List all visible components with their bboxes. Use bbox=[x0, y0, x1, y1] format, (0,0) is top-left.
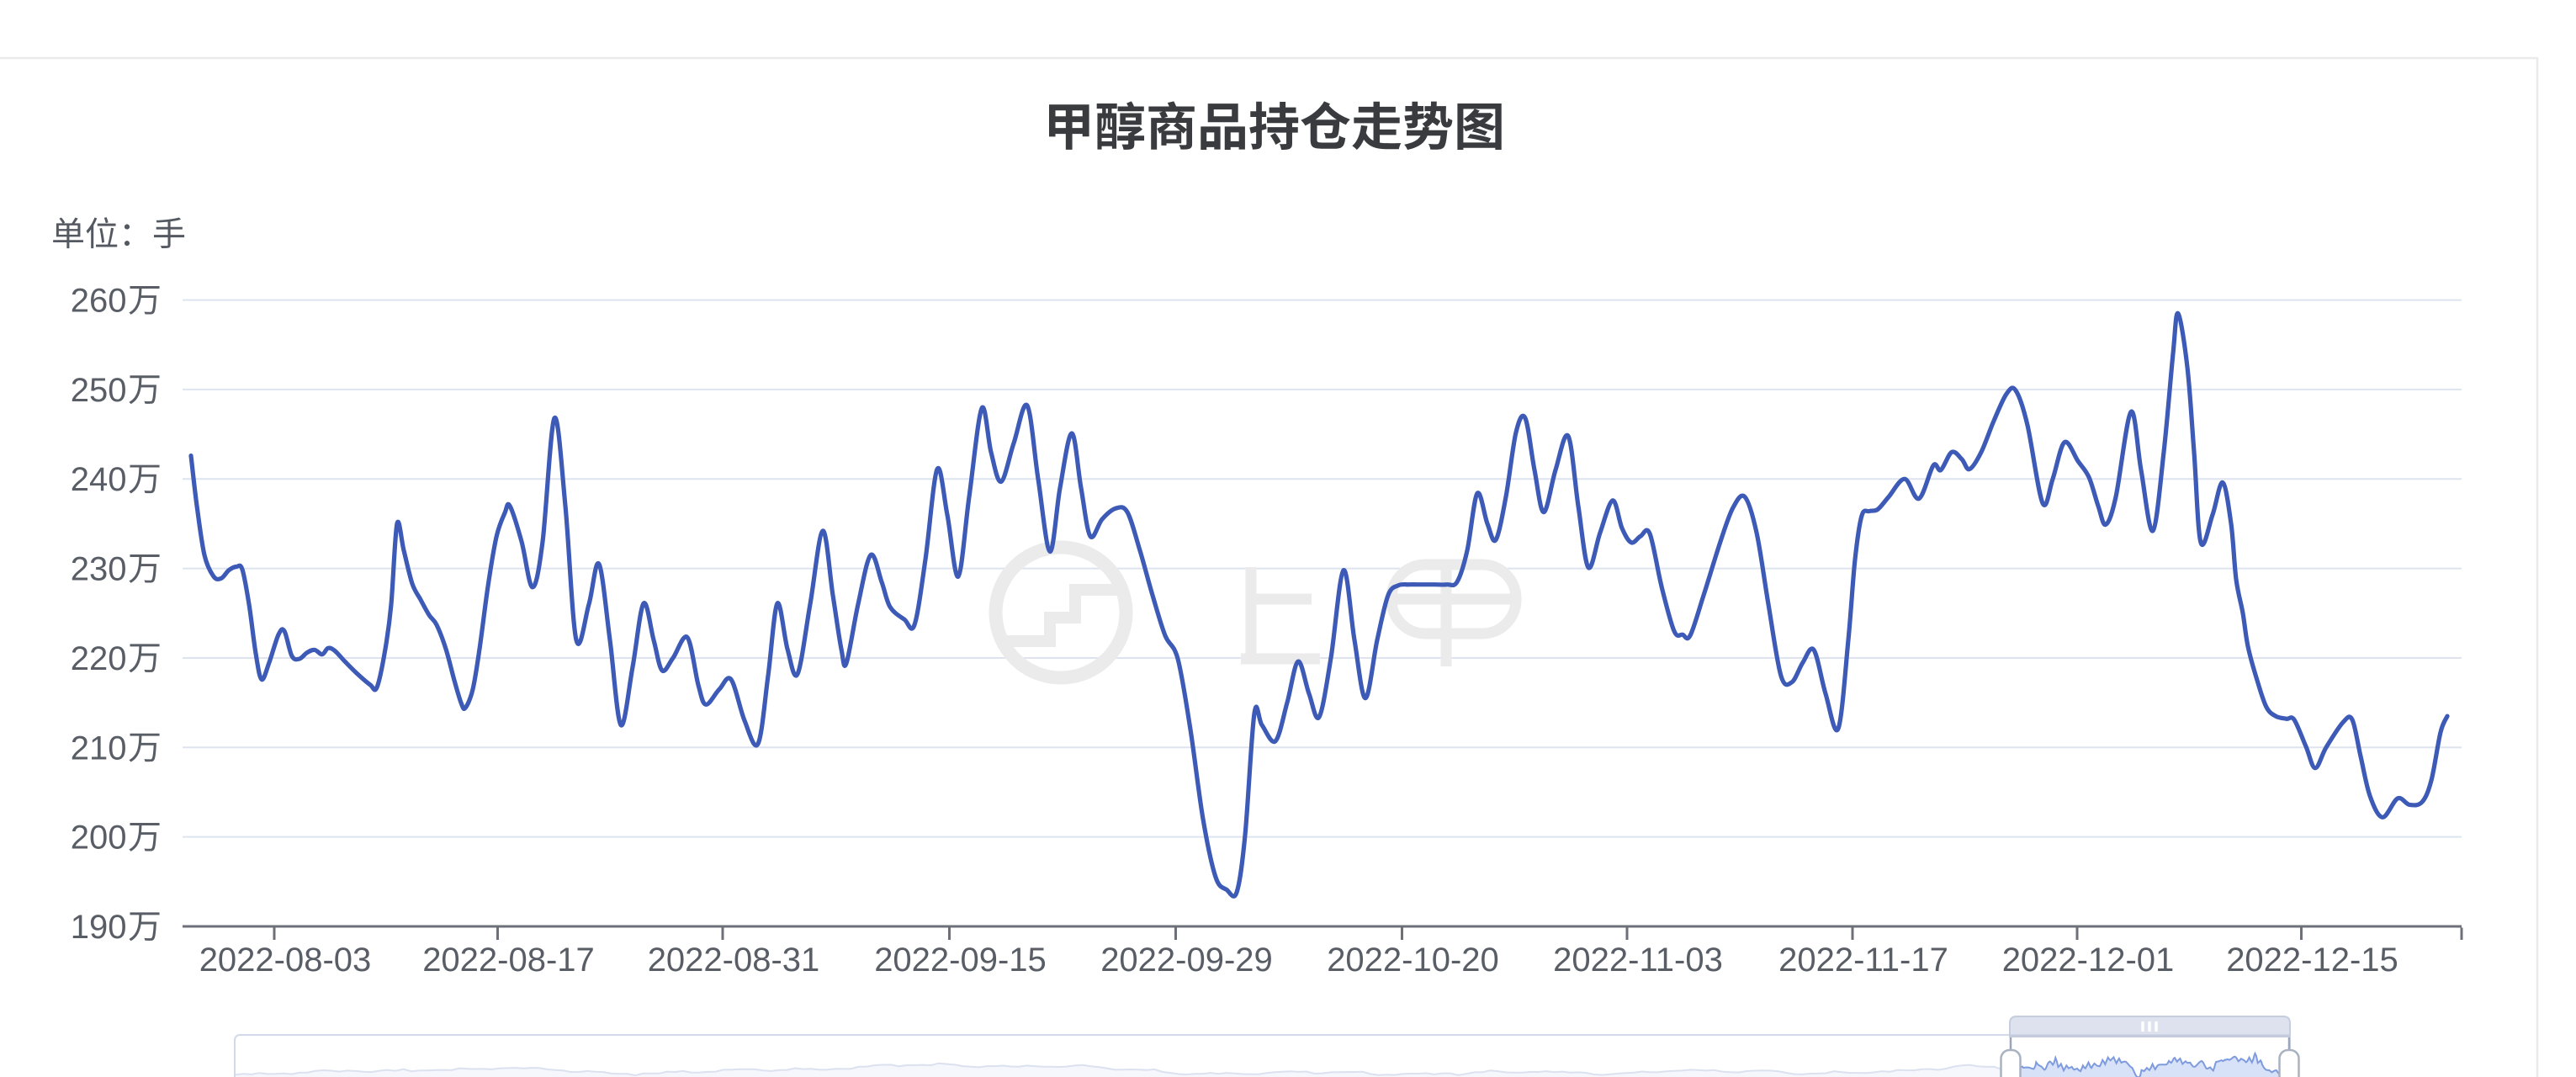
svg-text:250: 250 bbox=[71, 372, 127, 409]
svg-text:2022-08-03: 2022-08-03 bbox=[199, 942, 372, 979]
svg-text:2022-08-17: 2022-08-17 bbox=[422, 942, 595, 979]
svg-text:230: 230 bbox=[71, 551, 127, 588]
svg-text:2022-09-15: 2022-09-15 bbox=[874, 942, 1047, 979]
svg-text:2022-12-15: 2022-12-15 bbox=[2226, 942, 2398, 979]
svg-text:220: 220 bbox=[71, 640, 127, 677]
svg-text:200: 200 bbox=[71, 820, 127, 857]
svg-text:2022-08-31: 2022-08-31 bbox=[648, 942, 820, 979]
svg-text:260: 260 bbox=[71, 283, 127, 320]
svg-text:2022-12-01: 2022-12-01 bbox=[2002, 942, 2175, 979]
svg-text:2022-11-03: 2022-11-03 bbox=[1553, 942, 1723, 979]
svg-text:210: 210 bbox=[71, 729, 127, 767]
svg-text:2022-10-20: 2022-10-20 bbox=[1327, 942, 1499, 979]
svg-text:2022-11-17: 2022-11-17 bbox=[1778, 942, 1948, 979]
svg-text:2022-09-29: 2022-09-29 bbox=[1100, 942, 1273, 979]
svg-text:190: 190 bbox=[71, 909, 127, 946]
svg-text:240: 240 bbox=[71, 461, 127, 498]
